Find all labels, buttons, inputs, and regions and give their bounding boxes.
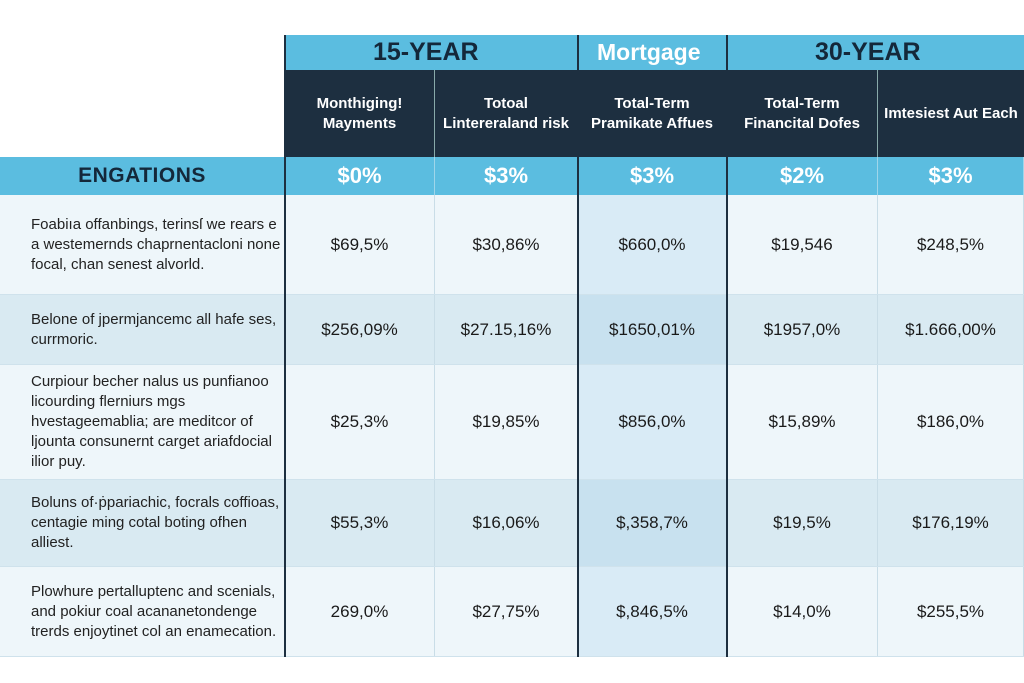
row-value: $15,89% xyxy=(727,365,878,479)
row-description: Boluns of·ṗpariachic, focrals coffioas, … xyxy=(0,480,285,566)
row-value: $176,19% xyxy=(878,480,1024,566)
row-description: Belone of jpermjancemc all hafe ses, cur… xyxy=(0,295,285,364)
row-value: $25,3% xyxy=(285,365,435,479)
table-row: Plowhure pertalluptenc and scenials, and… xyxy=(0,567,1024,657)
row-value: $1957,0% xyxy=(727,295,878,364)
term-band: 15-YEAR Mortgage 30-YEAR xyxy=(285,35,1024,70)
row-value: $856,0% xyxy=(578,365,727,479)
summary-label: ENGATIONS xyxy=(0,157,285,195)
row-value: $69,5% xyxy=(285,195,435,294)
divider xyxy=(284,35,286,657)
row-value: $27,75% xyxy=(435,567,578,656)
divider xyxy=(726,35,728,657)
row-value: $16,06% xyxy=(435,480,578,566)
column-header: Monthiging! Mayments xyxy=(285,70,435,157)
table-row: Belone of jpermjancemc all hafe ses, cur… xyxy=(0,295,1024,365)
divider xyxy=(577,35,579,657)
summary-value: $3% xyxy=(878,157,1024,195)
row-value: $660,0% xyxy=(578,195,727,294)
row-value: $,358,7% xyxy=(578,480,727,566)
row-description: Curpiour becher nalus us punfianoo licou… xyxy=(0,365,285,479)
row-value: $,846,5% xyxy=(578,567,727,656)
row-value: $14,0% xyxy=(727,567,878,656)
table-row: Foabiıa offanbings, terinsſ we rears e a… xyxy=(0,195,1024,295)
column-header: Totoal Lintereraland risk xyxy=(435,70,578,157)
summary-value: $2% xyxy=(727,157,878,195)
column-header: Total-Term Pramikate Affues xyxy=(578,70,727,157)
row-value: $186,0% xyxy=(878,365,1024,479)
row-value: 269,0% xyxy=(285,567,435,656)
column-header: Imtesiest Aut Each xyxy=(884,104,1018,122)
row-value: $55,3% xyxy=(285,480,435,566)
band-mortgage: Mortgage xyxy=(597,39,701,65)
row-value: $19,85% xyxy=(435,365,578,479)
band-30-year: 30-YEAR xyxy=(815,38,921,66)
row-description: Foabiıa offanbings, terinsſ we rears e a… xyxy=(0,195,285,294)
row-value: $256,09% xyxy=(285,295,435,364)
summary-value: $3% xyxy=(578,157,727,195)
row-value: $27.15,16% xyxy=(435,295,578,364)
summary-value: $3% xyxy=(435,157,578,195)
summary-value: $0% xyxy=(285,157,435,195)
row-value: $1650,01% xyxy=(578,295,727,364)
summary-row: ENGATIONS $0% $3% $3% $2% $3% xyxy=(0,157,1024,195)
row-value: $1.666,00% xyxy=(878,295,1024,364)
band-15-year: 15-YEAR xyxy=(373,38,479,66)
row-value: $248,5% xyxy=(878,195,1024,294)
column-header: Total-Term Financital Dofes xyxy=(727,70,878,157)
table-body: Foabiıa offanbings, terinsſ we rears e a… xyxy=(0,195,1024,657)
table-row: Curpiour becher nalus us punfianoo licou… xyxy=(0,365,1024,480)
column-headers: Monthiging! Mayments Totoal Lintereralan… xyxy=(285,70,1024,157)
row-value: $19,546 xyxy=(727,195,878,294)
row-value: $30,86% xyxy=(435,195,578,294)
row-value: $19,5% xyxy=(727,480,878,566)
row-value: $255,5% xyxy=(878,567,1024,656)
table-row: Boluns of·ṗpariachic, focrals coffioas, … xyxy=(0,480,1024,567)
row-description: Plowhure pertalluptenc and scenials, and… xyxy=(0,567,285,656)
